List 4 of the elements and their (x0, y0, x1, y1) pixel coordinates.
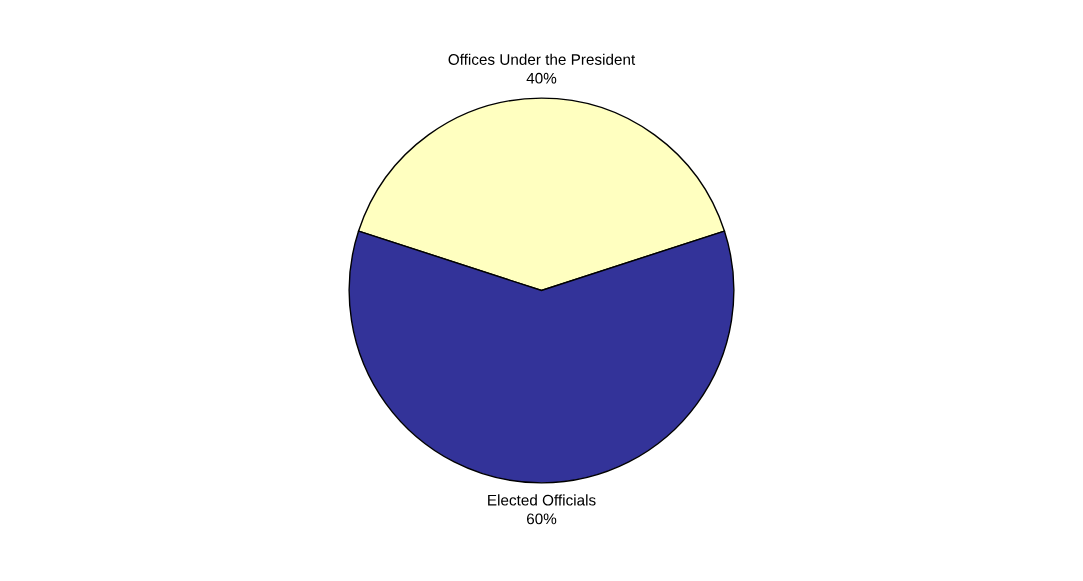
slice-label: Elected Officials (488, 494, 596, 506)
slice-label: Offices Under the President (448, 53, 636, 65)
data-label: 60% (526, 513, 557, 525)
data-label: 40% (526, 72, 557, 84)
